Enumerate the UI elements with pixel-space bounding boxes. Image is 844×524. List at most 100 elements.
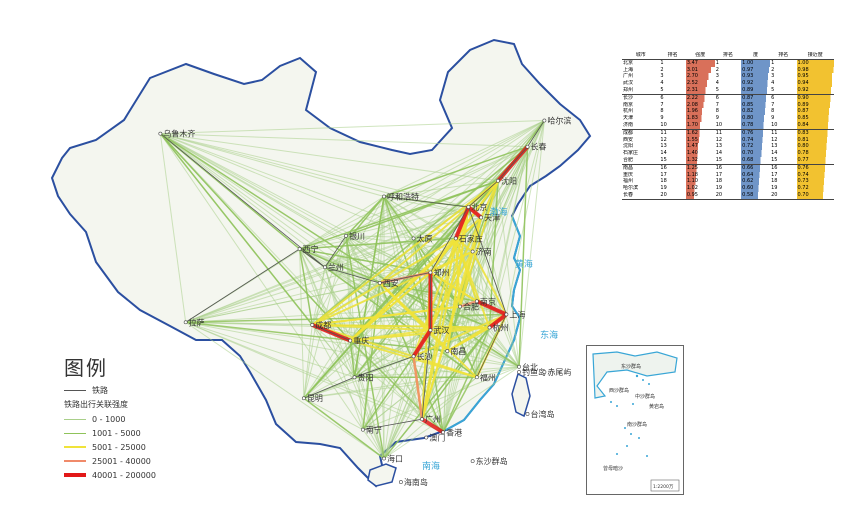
city-label: 武汉	[433, 325, 449, 335]
table-cell: 0.80	[796, 143, 834, 151]
table-cell: 0.83	[796, 129, 834, 137]
table-cell: 0.73	[796, 178, 834, 186]
link-strongest	[488, 312, 508, 330]
table-cell: 武汉	[623, 80, 634, 87]
city-marker	[398, 480, 403, 484]
taiwan-island	[511, 372, 531, 418]
city-marker	[428, 270, 433, 275]
city-marker	[542, 118, 547, 123]
link-strong	[412, 356, 424, 420]
link-weak	[362, 429, 385, 459]
city-label: 长春	[531, 142, 547, 152]
city-ranking-table: 城市 排名 强度 排名度排名 接近度 北京 1 3.47 1 1.00 1 1.00 上海 2 3.01 2…	[622, 52, 834, 200]
city-label: 长沙	[417, 351, 433, 361]
railway-line	[303, 376, 355, 399]
table-cell: 0.85	[796, 115, 834, 122]
table-cell: 沈阳	[623, 143, 634, 150]
city-marker	[504, 312, 509, 317]
railway-line-icon	[64, 389, 86, 391]
table-row: 长沙 6 2.22 6 0.87 6 0.90	[622, 94, 834, 102]
table-cell: 福州	[623, 178, 634, 185]
city-marker	[420, 417, 424, 422]
legend-class-label: 1001 - 5000	[92, 428, 141, 438]
link-weak	[299, 248, 461, 308]
link-weak	[160, 133, 482, 218]
link-weak	[383, 180, 499, 197]
table-cell: 1.32	[685, 156, 715, 165]
table-row: 石家庄 14 1.40 14 0.70 14 0.78	[622, 150, 834, 157]
city-label: 广州	[425, 414, 441, 424]
link-medium	[349, 271, 432, 342]
railway-lines-layer	[160, 120, 545, 431]
table-cell: 0.87	[741, 94, 771, 102]
link-light	[185, 321, 448, 352]
table-cell: 0.84	[796, 121, 834, 130]
inset-label: 南沙群岛	[627, 421, 647, 428]
link-weak	[455, 238, 507, 315]
link-weak	[160, 133, 385, 197]
city-label: 重庆	[353, 336, 369, 346]
link-weak	[421, 146, 528, 420]
link-light	[362, 282, 381, 430]
table-cell: 0.81	[796, 136, 834, 144]
table-cell: 15	[659, 156, 686, 165]
map-legend: 图例 铁路 铁路出行关联强度 0 - 1000 1001 - 5000 5001 -…	[64, 352, 234, 482]
railway-line	[383, 196, 469, 208]
table-row: 天津 9 1.83 9 0.80 9 0.85	[622, 115, 834, 122]
table-cell: 10	[659, 121, 686, 130]
legend-class-row: 1001 - 5000	[64, 426, 234, 440]
table-cell: 19	[660, 185, 667, 192]
inset-islands	[610, 374, 650, 457]
link-light	[349, 340, 444, 433]
link-weak	[303, 329, 431, 399]
table-cell: 0.92	[796, 86, 834, 95]
legend-subtitle: 铁路出行关联强度	[64, 400, 128, 409]
table-cell: 0.95	[685, 191, 715, 200]
link-medium	[413, 355, 478, 379]
link-medium	[311, 179, 499, 326]
table-cell: 7	[771, 101, 775, 108]
link-strongest	[476, 299, 508, 317]
table-cell: 0.68	[741, 156, 771, 165]
table-cell: 20	[714, 191, 742, 200]
railway-line	[421, 330, 431, 420]
link-medium	[311, 250, 474, 326]
table-header-cell: 度	[741, 52, 771, 60]
city-marker	[479, 215, 483, 220]
inset-label: 西沙群岛	[609, 387, 629, 394]
table-cell: 13	[660, 143, 667, 150]
link-light	[311, 146, 528, 326]
link-weak	[159, 133, 364, 430]
table-cell: 0.72	[741, 143, 771, 151]
table-cell: 0.92	[741, 80, 771, 87]
city-label: 成都	[315, 320, 331, 330]
city-marker	[542, 370, 547, 374]
table-cell: 4	[715, 80, 719, 87]
legend-class-row: 40001 - 200000	[64, 468, 234, 482]
link-weak	[160, 133, 347, 237]
city-label: 南宁	[366, 425, 382, 435]
link-light	[159, 133, 351, 342]
link-medium	[471, 251, 508, 315]
table-row: 西安 12 1.55 12 0.74 12 0.81	[622, 136, 834, 144]
city-label: 太原	[417, 233, 433, 243]
link-medium	[349, 237, 457, 342]
table-row: 济南 10 1.70 10 0.78 10 0.84	[622, 121, 834, 130]
table-cell: 0.85	[741, 101, 771, 109]
table-cell: 16	[771, 164, 778, 171]
railway-line	[324, 235, 347, 268]
table-cell: 2.22	[685, 94, 715, 102]
link-light	[488, 180, 499, 328]
city-label: 西宁	[303, 244, 319, 254]
link-weak	[413, 272, 431, 357]
table-cell: 12	[660, 136, 667, 143]
table-cell: 成都	[623, 129, 634, 136]
city-marker	[183, 320, 188, 325]
city-label: 石家庄	[459, 233, 483, 243]
table-row: 郑州 5 2.31 5 0.89 5 0.92	[622, 86, 834, 95]
table-cell: 天津	[623, 115, 634, 122]
link-light	[298, 248, 314, 326]
link-light	[345, 235, 385, 459]
table-cell: 0.90	[796, 94, 834, 102]
